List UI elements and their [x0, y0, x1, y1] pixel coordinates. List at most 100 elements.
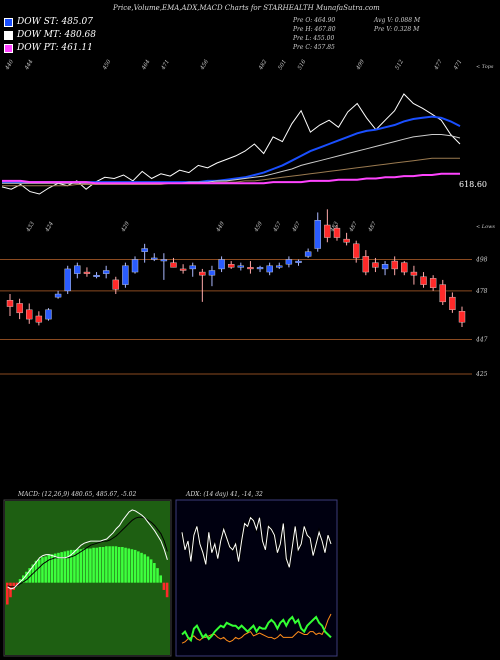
tops-corner-label: < Tops [476, 64, 494, 70]
macd-histogram-bar [165, 582, 169, 598]
macd-histogram-bar [108, 546, 111, 583]
candle-body [16, 303, 23, 314]
macd-histogram-bar [117, 547, 121, 583]
macd-histogram-bar [92, 547, 95, 583]
macd-histogram-bar [76, 549, 79, 583]
macd-histogram-bar [18, 579, 22, 583]
candle-body [54, 293, 62, 298]
candle-body [141, 248, 148, 252]
macd-signal-line [7, 516, 168, 588]
candle-body [314, 220, 321, 249]
macd-histogram-bar [159, 575, 163, 583]
macd-histogram-bar [6, 582, 9, 605]
macd-histogram-bar [79, 549, 83, 583]
ema-top-label: 471 [160, 59, 171, 72]
macd-histogram-bar [41, 557, 44, 583]
candle-body [26, 309, 33, 320]
candle-body [439, 284, 446, 303]
macd-histogram-bar [53, 553, 57, 583]
last-price-label: 618.60 [459, 180, 487, 189]
macd-histogram-bar [25, 571, 28, 583]
macd-histogram-bar [28, 568, 31, 583]
ema-series-line [2, 157, 460, 187]
macd-histogram-bar [60, 552, 63, 583]
macd-histogram-bar [85, 548, 89, 583]
ema-top-label: 499 [355, 58, 366, 71]
candle-body [208, 270, 216, 276]
lows-corner-label: < Lows [476, 224, 495, 230]
macd-histogram-bar [143, 554, 147, 583]
pre-high: Pre H: 467.80 [293, 26, 336, 33]
ema-top-label: 477 [433, 58, 444, 71]
ema-top-label: 471 [453, 59, 464, 72]
candle-body [372, 262, 379, 268]
price-low-label: 457 [272, 220, 283, 233]
candle-body [179, 268, 187, 271]
price-low-label: 467 [291, 220, 302, 233]
pre-close: Pre C: 457.85 [293, 44, 335, 51]
candle-body [199, 271, 206, 276]
price-low-label: 487 [348, 220, 359, 233]
macd-histogram-bar [73, 549, 76, 583]
ema-top-label: 440 [4, 58, 15, 71]
candle-body [285, 259, 293, 265]
candle-body [391, 260, 398, 270]
price-level-label: 478 [475, 288, 488, 295]
macd-histogram-bar [111, 546, 115, 583]
price-level-label: 498 [475, 257, 488, 264]
ema-series-line [2, 115, 461, 184]
plus-di-line [181, 615, 332, 643]
candle-body [35, 315, 43, 323]
ema-top-label: 512 [395, 58, 406, 71]
candle-body [170, 262, 177, 268]
macd-histogram-bar [162, 582, 166, 590]
price-level-label: 447 [475, 337, 488, 344]
price-level-label: 425 [475, 371, 488, 378]
legend-dow-mt: DOW MT: 480.68 [4, 30, 96, 40]
candle-body [324, 224, 331, 238]
macd-histogram-bar [47, 555, 51, 583]
candle-body [333, 227, 341, 238]
macd-histogram-bar [66, 550, 70, 583]
chart-title: Price,Volume,EMA,ADX,MACD Charts for STA… [113, 4, 380, 12]
legend-dow-pt: DOW PT: 461.11 [4, 43, 93, 53]
macd-histogram-bar [9, 582, 12, 598]
candle-body [6, 300, 14, 307]
candle-body [237, 265, 245, 268]
macd-histogram-bar [50, 554, 54, 583]
ema-series-line [2, 134, 461, 184]
legend-swatch-icon [4, 30, 13, 40]
macd-histogram-bar [140, 552, 143, 583]
candle-body [276, 265, 283, 268]
macd-histogram-bar [44, 556, 47, 583]
macd-histogram-bar [98, 547, 102, 583]
ema-top-label: 516 [297, 58, 308, 71]
macd-histogram-bar [146, 556, 150, 583]
candle-body [160, 259, 168, 262]
candle-body [449, 296, 456, 310]
candle-body [151, 257, 158, 260]
macd-histogram-bar [63, 551, 67, 583]
candle-body [420, 276, 427, 285]
macd-histogram-bar [34, 560, 38, 583]
macd-histogram-bar [57, 552, 60, 583]
legend-dow-pt-label: DOW PT: 461.11 [17, 43, 93, 53]
price-low-label: 483 [329, 220, 340, 233]
candle-body [189, 265, 196, 270]
candle-body [131, 259, 139, 273]
ema-top-label: 444 [24, 58, 35, 71]
ema-series-line [2, 172, 460, 185]
pre-volume: Pre V: 0.328 M [374, 26, 420, 33]
legend-swatch-icon [4, 43, 13, 53]
macd-histogram-bar [156, 568, 159, 583]
avg-volume: Avg V: 0.088 M [374, 17, 421, 24]
macd-title: MACD: (12,26,9) 480.65, 485.67, -5.02 [18, 491, 137, 498]
macd-histogram-bar [133, 549, 137, 583]
macd-histogram-bar [37, 559, 41, 583]
macd-line [7, 509, 168, 590]
candle-body [429, 278, 437, 288]
price-low-label: 424 [44, 220, 55, 233]
legend-dow-mt-label: DOW MT: 480.68 [17, 30, 96, 40]
price-low-label: 487 [367, 220, 378, 233]
